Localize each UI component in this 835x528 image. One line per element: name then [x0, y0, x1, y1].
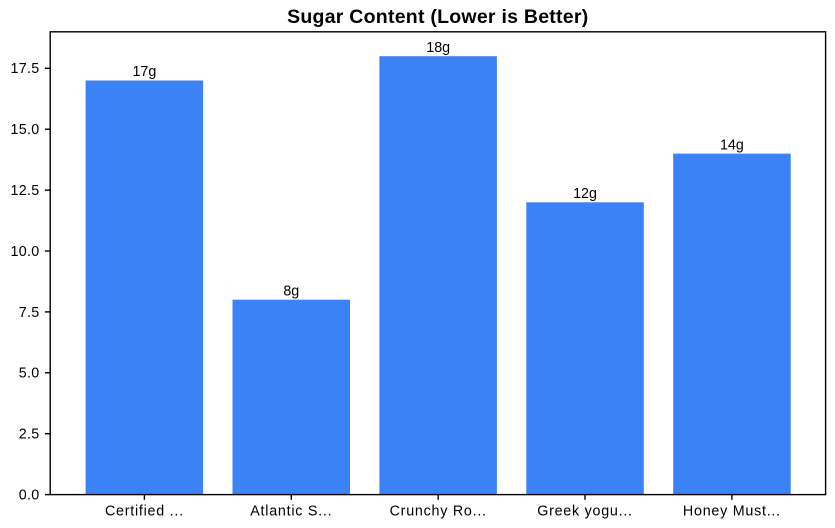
svg-text:18g: 18g	[426, 40, 450, 56]
svg-text:Honey Must...: Honey Must...	[683, 504, 781, 520]
svg-text:8g: 8g	[283, 283, 299, 299]
svg-text:0.0: 0.0	[19, 488, 40, 504]
svg-text:17.5: 17.5	[10, 61, 39, 77]
svg-text:2.5: 2.5	[19, 427, 40, 443]
svg-text:14g: 14g	[720, 137, 744, 153]
svg-text:10.0: 10.0	[10, 244, 39, 260]
svg-text:17g: 17g	[132, 64, 156, 80]
svg-text:5.0: 5.0	[19, 366, 40, 382]
svg-text:Greek yogu...: Greek yogu...	[537, 504, 633, 520]
svg-text:Crunchy Ro...: Crunchy Ro...	[390, 504, 487, 520]
svg-text:15.0: 15.0	[10, 122, 39, 138]
svg-text:Atlantic S...: Atlantic S...	[250, 504, 332, 520]
svg-text:7.5: 7.5	[19, 305, 40, 321]
svg-text:Certified ...: Certified ...	[105, 504, 184, 520]
svg-text:12.5: 12.5	[10, 183, 39, 199]
svg-text:12g: 12g	[573, 186, 597, 202]
svg-text:Sugar Content (Lower is Better: Sugar Content (Lower is Better)	[287, 6, 588, 28]
